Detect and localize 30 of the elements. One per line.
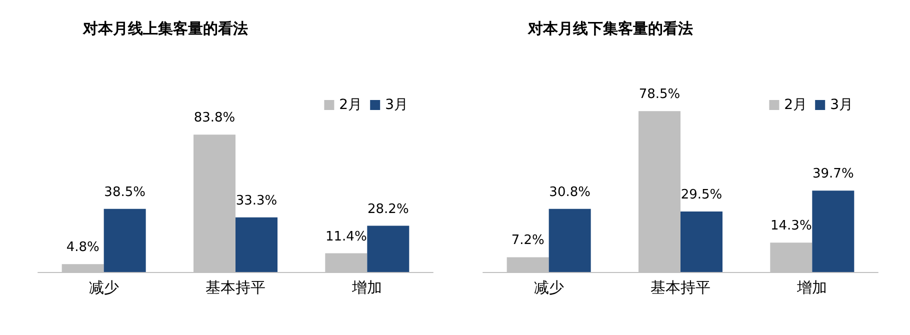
data-label: 11.4% [326,229,367,244]
data-label: 4.8% [66,240,100,256]
bar [236,217,278,272]
x-tick-label: 增加 [796,278,828,296]
legend-label: 2月 [784,97,808,113]
x-tick-label: 减少 [88,278,119,296]
bar [812,190,854,272]
legend-label: 2月 [339,97,362,113]
bar [367,226,410,272]
data-label: 38.5% [104,184,146,200]
bar [680,212,722,272]
data-label: 7.2% [511,233,544,248]
x-tick-label: 基本持平 [206,278,266,296]
chart-title: 对本月线下集客量的看法 [527,20,693,38]
data-label: 78.5% [638,87,680,102]
bar [548,208,591,272]
data-label: 14.3% [770,218,812,234]
data-label: 83.8% [194,110,236,126]
data-label: 39.7% [812,166,854,182]
legend-label: 3月 [385,97,408,113]
data-label: 33.3% [236,193,278,208]
chart-title: 对本月线上集客量的看法 [82,20,248,38]
data-label: 29.5% [680,188,722,203]
bar [104,208,146,272]
data-label: 28.2% [368,202,409,217]
x-tick-label: 增加 [351,278,382,296]
x-tick-label: 减少 [534,278,564,296]
legend-label: 3月 [830,97,854,113]
x-tick-label: 基本持平 [650,278,710,296]
data-label: 30.8% [549,184,590,200]
